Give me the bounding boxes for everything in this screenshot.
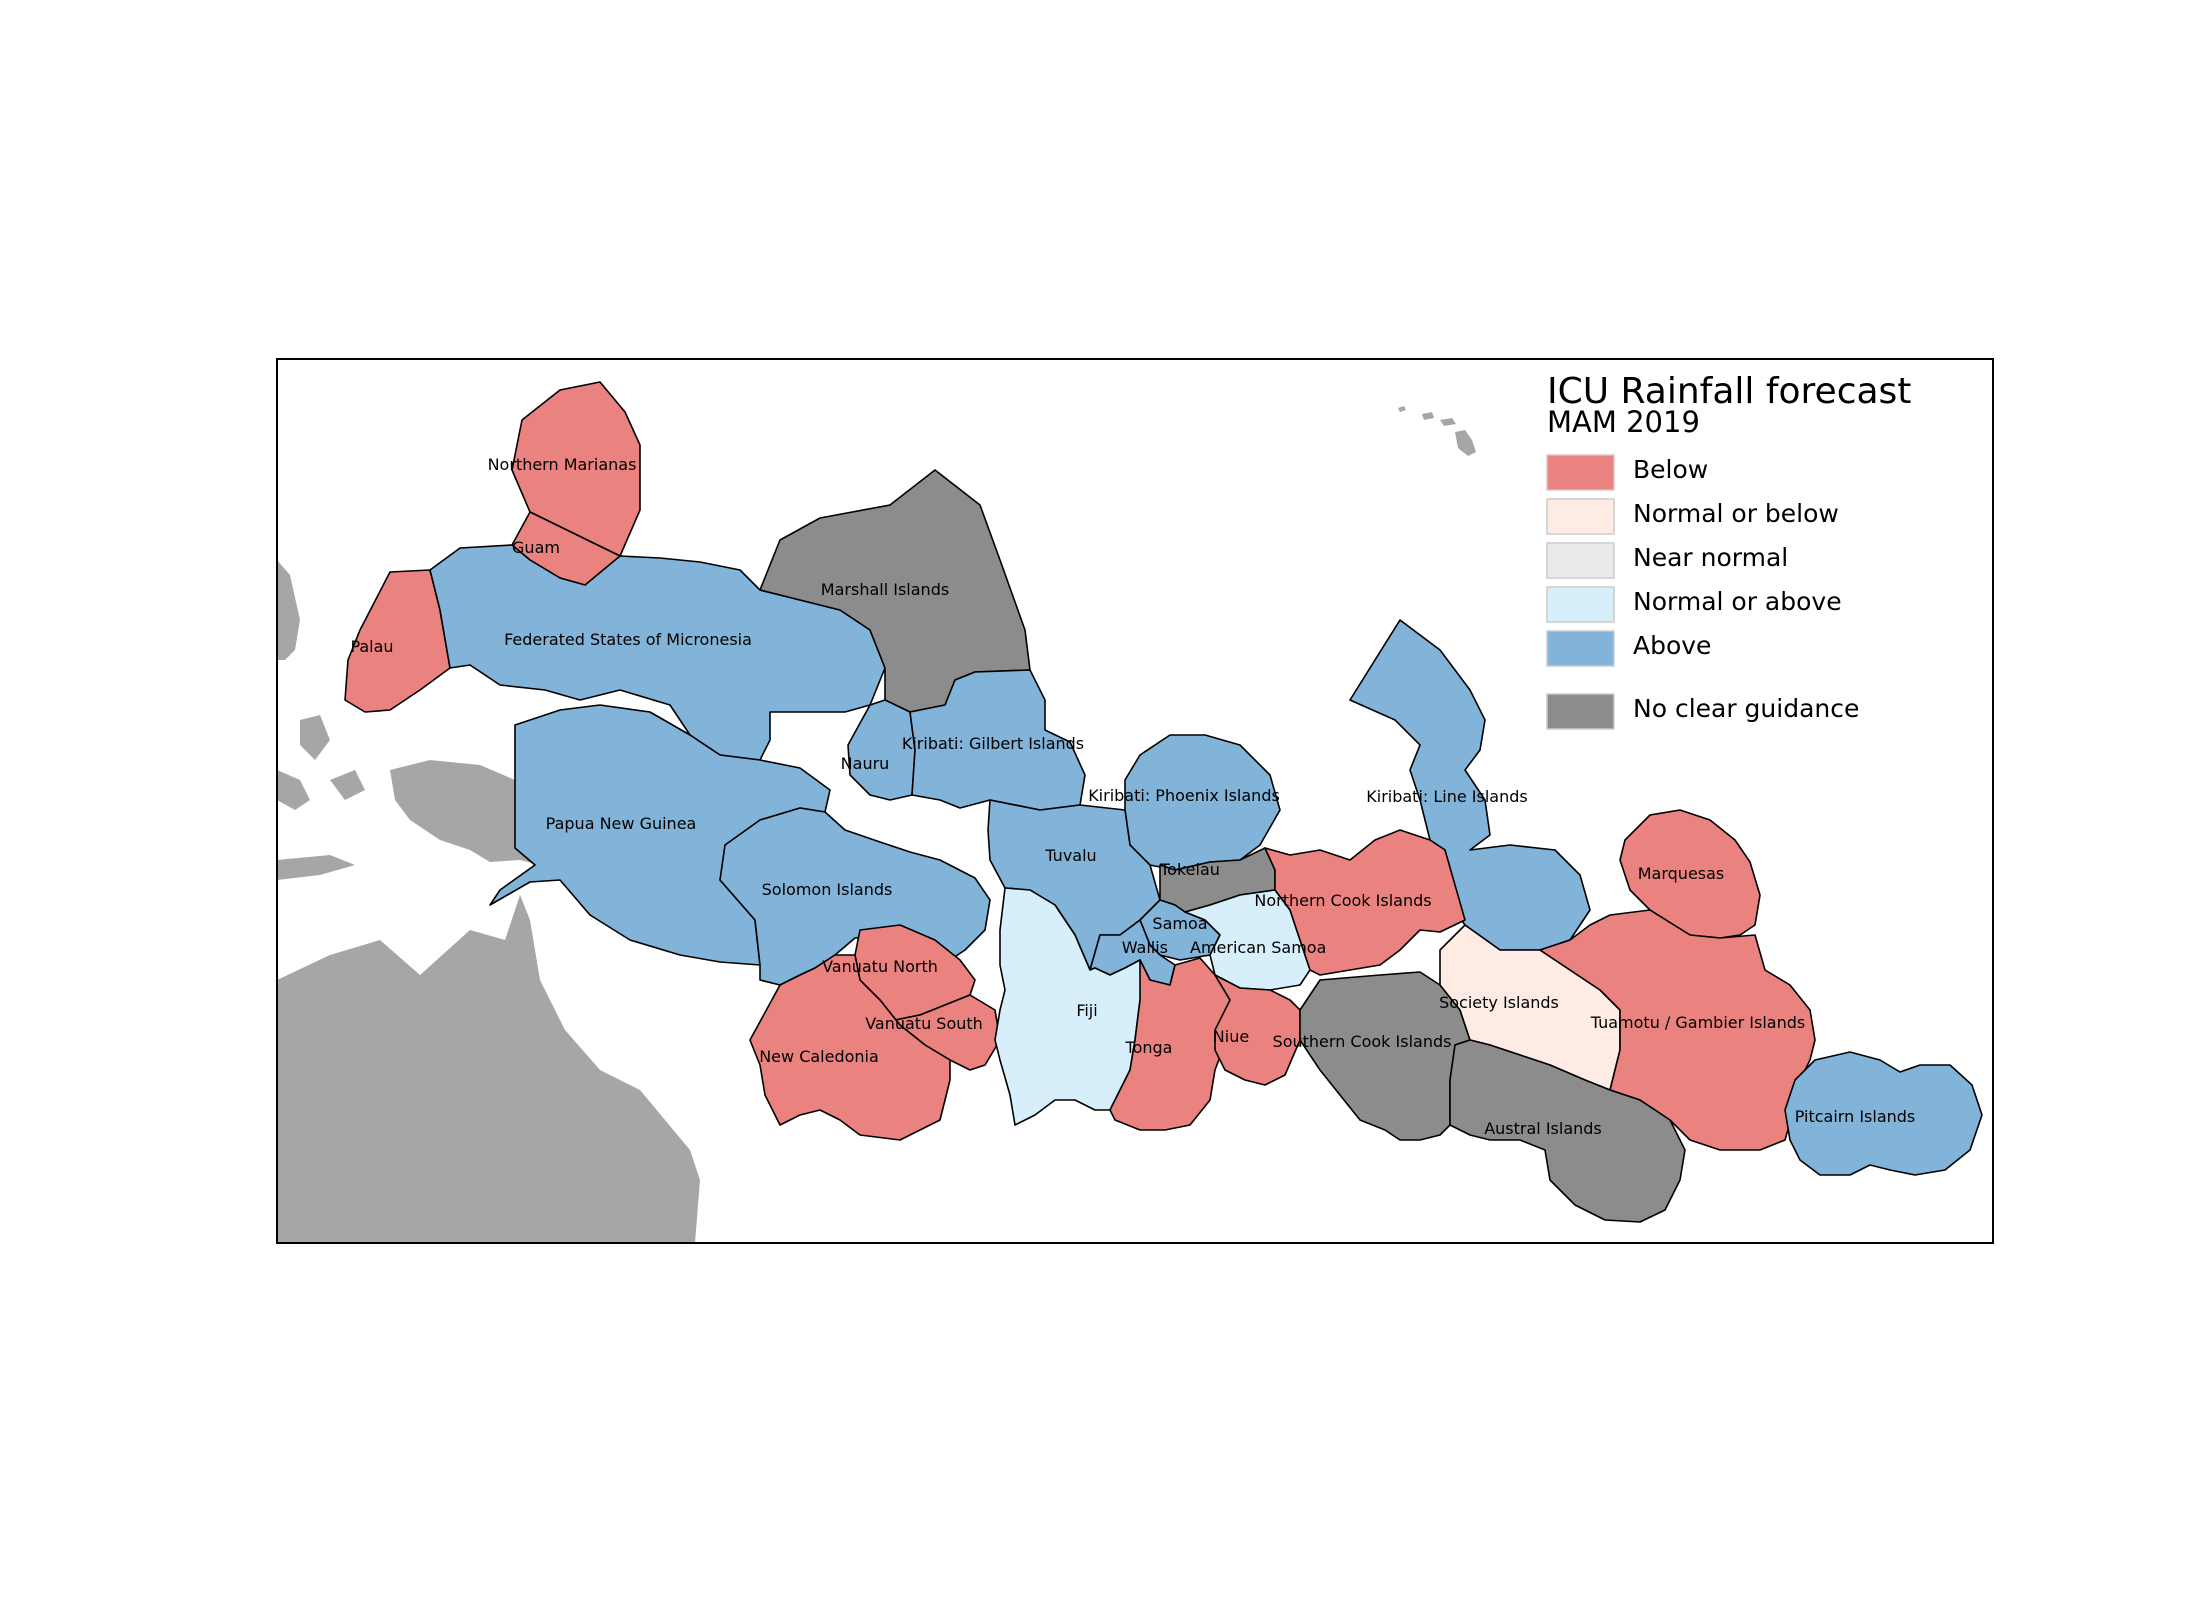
label-fiji: Fiji — [1076, 1001, 1097, 1020]
legend-title: ICU Rainfall forecast — [1547, 371, 1911, 412]
legend-swatch-near-normal — [1546, 542, 1615, 579]
region-niue[interactable] — [1214, 974, 1301, 1086]
label-tuvalu: Tuvalu — [1044, 846, 1096, 865]
label-tokelau: Tokelau — [1159, 860, 1220, 879]
legend-label-normal-or-above: Normal or above — [1633, 587, 1842, 616]
region-northern-marianas[interactable] — [511, 381, 641, 557]
label-guam: Guam — [512, 538, 560, 557]
labels-layer: Northern Marianas Guam Palau Federated S… — [350, 455, 1915, 1138]
label-kiribati-gilbert-islands: Kiribati: Gilbert Islands — [902, 734, 1084, 753]
label-vanuatu-north: Vanuatu North — [822, 957, 938, 976]
legend-swatch-below — [1546, 454, 1615, 491]
map-frame — [276, 358, 1994, 1244]
region-american-samoa[interactable] — [1184, 889, 1311, 991]
legend-label-below: Below — [1633, 455, 1708, 484]
region-new-caledonia[interactable] — [749, 954, 951, 1141]
legend-label-no-clear-guidance: No clear guidance — [1633, 694, 1859, 723]
label-samoa: Samoa — [1152, 914, 1207, 933]
label-vanuatu-south: Vanuatu South — [865, 1014, 983, 1033]
label-tonga: Tonga — [1125, 1038, 1173, 1057]
region-kiribati-line-islands[interactable] — [1349, 619, 1591, 951]
label-northern-marianas: Northern Marianas — [488, 455, 637, 474]
label-american-samoa: American Samoa — [1190, 938, 1326, 957]
legend-swatch-no-clear-guidance — [1546, 693, 1615, 730]
region-austral-islands[interactable] — [1449, 1039, 1686, 1223]
label-federated-states-of-micronesia: Federated States of Micronesia — [504, 630, 752, 649]
label-niue: Niue — [1213, 1027, 1249, 1046]
label-marquesas: Marquesas — [1638, 864, 1725, 883]
label-new-caledonia: New Caledonia — [759, 1047, 879, 1066]
label-palau: Palau — [350, 637, 393, 656]
label-pitcairn-islands: Pitcairn Islands — [1795, 1107, 1916, 1126]
region-pitcairn-islands[interactable] — [1784, 1051, 1983, 1176]
map-layer: Northern Marianas Guam Palau Federated S… — [277, 381, 1983, 1243]
label-society-islands: Society Islands — [1439, 993, 1559, 1012]
label-northern-cook-islands: Northern Cook Islands — [1254, 891, 1431, 910]
region-kiribati-gilbert-islands[interactable] — [909, 669, 1086, 811]
legend-swatch-normal-or-below — [1546, 498, 1615, 535]
legend-label-above: Above — [1633, 631, 1711, 660]
region-marquesas[interactable] — [1619, 809, 1761, 939]
label-kiribati-phoenix-islands: Kiribati: Phoenix Islands — [1088, 786, 1280, 805]
label-southern-cook-islands: Southern Cook Islands — [1273, 1032, 1452, 1051]
label-tuamotu-gambier-islands: Tuamotu / Gambier Islands — [1590, 1013, 1805, 1032]
label-papua-new-guinea: Papua New Guinea — [546, 814, 697, 833]
legend: ICU Rainfall forecast MAM 2019 Below Nor… — [1546, 371, 1911, 730]
label-solomon-islands: Solomon Islands — [762, 880, 893, 899]
label-austral-islands: Austral Islands — [1484, 1119, 1602, 1138]
regions-layer — [344, 381, 1983, 1223]
legend-swatch-normal-or-above — [1546, 586, 1615, 623]
land-hawaii — [1398, 406, 1476, 456]
legend-label-near-normal: Near normal — [1633, 543, 1788, 572]
label-marshall-islands: Marshall Islands — [821, 580, 949, 599]
land-philippines-indonesia — [277, 560, 365, 880]
label-nauru: Nauru — [841, 754, 890, 773]
legend-subtitle: MAM 2019 — [1547, 405, 1700, 439]
region-tonga[interactable] — [1109, 957, 1231, 1131]
region-northern-cook-islands[interactable] — [1264, 829, 1466, 976]
label-wallis: Wallis — [1122, 938, 1168, 957]
label-kiribati-line-islands: Kiribati: Line Islands — [1366, 787, 1527, 806]
legend-label-normal-or-below: Normal or below — [1633, 499, 1839, 528]
land-australia — [277, 895, 700, 1243]
legend-swatch-above — [1546, 630, 1615, 667]
